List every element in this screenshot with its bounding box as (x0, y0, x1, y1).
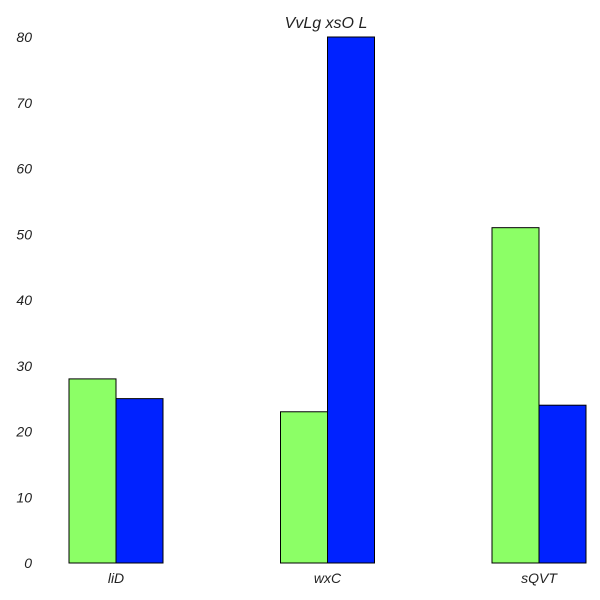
y-tick-label: 60 (16, 161, 32, 177)
y-axis-tick-labels: 0 10 20 30 40 50 60 70 80 (15, 29, 32, 571)
y-tick-label: 70 (16, 95, 32, 111)
y-tick-label: 80 (16, 29, 32, 45)
y-tick-label: 50 (16, 226, 32, 242)
bar-sQVT-series-1 (491, 227, 540, 564)
bar-liD-series-2 (115, 398, 164, 564)
y-tick-label: 40 (16, 292, 32, 308)
bars-group (68, 36, 587, 564)
bar-liD-series-1 (68, 378, 117, 564)
x-axis-tick-labels: liD wxC sQVT (108, 570, 559, 586)
bar-wxC-series-1 (280, 411, 328, 564)
bar-wxC-series-2 (327, 36, 375, 564)
x-tick-label: sQVT (521, 570, 558, 586)
chart-title: VvLg xsO L (285, 15, 368, 32)
y-tick-label: 20 (15, 424, 32, 440)
y-tick-label: 10 (16, 489, 32, 505)
bar-sQVT-series-2 (538, 404, 587, 564)
x-tick-label: wxC (314, 570, 342, 586)
y-tick-label: 30 (16, 358, 32, 374)
x-tick-label: liD (108, 570, 124, 586)
y-tick-label: 0 (24, 555, 32, 571)
